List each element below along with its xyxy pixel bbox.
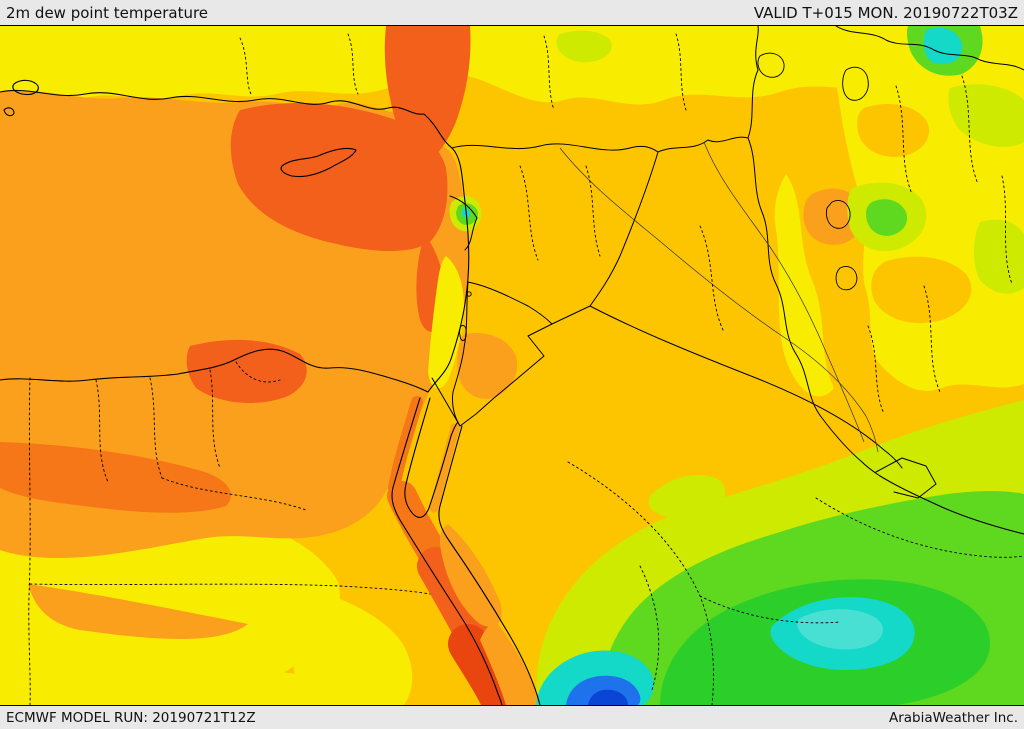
dotted-iran-1 (895, 85, 913, 195)
dotted-turkey-1 (239, 37, 253, 97)
lake-razaza-outline (835, 266, 858, 291)
coastline-sinai (404, 397, 459, 518)
gulf-of-aqaba-band (429, 423, 460, 513)
coastline-mediterranean (0, 89, 470, 393)
border-israel-egypt (431, 377, 461, 427)
lake-van-outline (757, 52, 785, 78)
admin-borders (28, 33, 1024, 705)
field-iran-gold-patch-1 (857, 104, 930, 157)
dotted-egypt-sudan (29, 583, 431, 595)
dotted-nile-delta (235, 361, 281, 383)
field-nile-delta-deep-orange (186, 339, 307, 403)
dotted-turkey-4 (675, 33, 687, 111)
euphrates-river (559, 147, 879, 453)
dotted-iran-4 (923, 285, 941, 393)
status-bar: ECMWF MODEL RUN: 20190721T12Z ArabiaWeat… (0, 705, 1024, 729)
country-borders (431, 26, 1024, 499)
coastline-saudi-redsea (438, 425, 541, 705)
dotted-egypt-1 (95, 379, 109, 483)
border-jordan-saudi (459, 305, 591, 427)
field-rightedge-green-2 (974, 219, 1024, 294)
dewpoint-map (0, 26, 1024, 705)
dewpoint-field (0, 26, 1024, 705)
field-egypt-bottom-yellow (0, 624, 340, 705)
border-lebanon-south (464, 217, 478, 251)
dotted-saudi-3 (815, 497, 1024, 558)
field-green-tongue (648, 474, 726, 519)
field-south-deep-blue-core (588, 689, 628, 705)
border-jordan-syria (467, 281, 553, 325)
field-turkey-yellow (0, 26, 1024, 105)
dead-sea-outline (459, 325, 467, 341)
dotted-syria-2 (585, 165, 601, 257)
sea-of-galilee-outline (466, 291, 472, 297)
field-saudi-coast-orange-2 (480, 623, 542, 705)
tigris-river (703, 141, 865, 443)
dotted-iran-3 (1001, 175, 1013, 285)
coastline-persian-gulf (879, 475, 1024, 535)
page-title: 2m dew point temperature (6, 3, 209, 22)
dotted-turkey-2 (347, 33, 359, 95)
dotted-egypt-2 (149, 377, 163, 479)
cyprus-island (280, 147, 357, 178)
valid-time-label: VALID T+015 MON. 20190722T03Z (753, 3, 1018, 22)
dotted-iran-5 (867, 325, 885, 415)
field-arabia-light-cyan-core (797, 609, 883, 650)
map-area (0, 26, 1024, 705)
lake-urmia-outline (842, 66, 869, 101)
dotted-iran-2 (961, 75, 979, 185)
border-turkey-iran (747, 26, 759, 139)
rhodes-island (12, 79, 39, 96)
border-iraq-saudi (589, 305, 903, 469)
coastline-egypt-redsea (391, 397, 503, 705)
dotted-egypt-3 (209, 369, 221, 469)
lake-tharthar-outline (825, 200, 851, 229)
dotted-syria-1 (519, 165, 539, 261)
dotted-iraq-1 (699, 225, 725, 333)
field-turkey-red-column (384, 26, 471, 168)
field-jordan-orange-patch (457, 332, 518, 399)
dotted-turkey-3 (543, 35, 555, 111)
border-lebanon-north (449, 195, 478, 219)
border-iran-iraq (747, 137, 881, 477)
field-egypt-deep-orange-band (0, 442, 231, 513)
dotted-saudi-1 (567, 461, 714, 705)
model-run-label: ECMWF MODEL RUN: 20190721T12Z (6, 709, 256, 726)
field-upper-egypt-yellow (291, 586, 413, 705)
field-levant-yellow-band (428, 256, 464, 389)
field-egypt-orange-stripe (28, 584, 248, 639)
field-topright-cyan (923, 27, 963, 65)
dotted-egypt-libya (28, 377, 31, 705)
border-jordan-valley (452, 281, 469, 427)
rivers (559, 141, 879, 453)
border-aras-north (835, 26, 1024, 71)
dotted-saudi-4 (639, 565, 660, 691)
title-bar: 2m dew point temperature VALID T+015 MON… (0, 0, 1024, 26)
field-midright-green-core (866, 199, 908, 236)
border-kuwait (875, 457, 937, 499)
border-turkey-syria-iraq (451, 136, 749, 153)
small-island (3, 107, 15, 117)
border-syria-iraq (589, 151, 659, 307)
brand-label: ArabiaWeather Inc. (888, 709, 1018, 726)
field-east-med-deep-orange (230, 103, 448, 252)
dotted-saudi-2 (699, 595, 841, 624)
dotted-egypt-4 (161, 477, 307, 511)
field-iran-gold-patch-2 (871, 256, 972, 324)
coastlines (0, 89, 1024, 705)
field-turkey-green-spot (556, 30, 612, 63)
islands-and-lakes (3, 52, 869, 341)
